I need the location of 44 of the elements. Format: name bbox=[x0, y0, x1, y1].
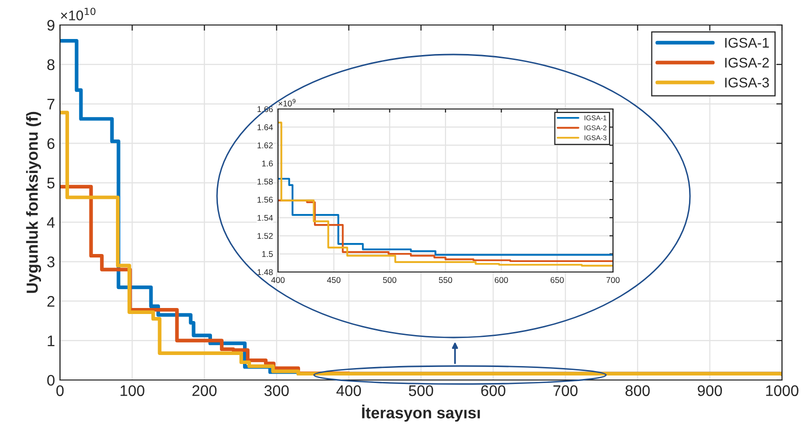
x-tick-label: 800 bbox=[626, 385, 650, 396]
y-tick-label: 9 bbox=[47, 20, 54, 31]
x-tick-label: 700 bbox=[606, 277, 620, 283]
y-axis-title: Uygunluk fonksiyonu (f) bbox=[26, 112, 42, 293]
y-tick-label: 0 bbox=[47, 374, 55, 386]
y-tick-label: 4 bbox=[46, 217, 55, 228]
y-tick-label: 1.56 bbox=[258, 196, 273, 203]
x-tick-label: 550 bbox=[438, 277, 452, 283]
y-tick-label: 1.54 bbox=[258, 214, 273, 221]
legend-label: IGSA-2 bbox=[725, 58, 769, 68]
x-tick-label: 600 bbox=[494, 277, 508, 283]
x-tick-label: 400 bbox=[336, 385, 361, 396]
x-tick-label: 500 bbox=[408, 385, 434, 396]
x-tick-label: 200 bbox=[192, 385, 217, 396]
y-tick-label: 8 bbox=[47, 59, 54, 70]
y-tick-label: 2 bbox=[47, 296, 54, 307]
y-tick-label: 6 bbox=[47, 138, 54, 150]
y-tick-label: 1.5 bbox=[262, 251, 273, 257]
x-tick-label: 700 bbox=[553, 385, 578, 396]
x-tick-label: 450 bbox=[327, 277, 340, 283]
y-tick-label: 7 bbox=[47, 98, 54, 110]
x-tick-label: 0 bbox=[56, 385, 64, 396]
x-tick-label: 650 bbox=[550, 277, 564, 283]
x-tick-label: 100 bbox=[120, 385, 144, 396]
x-tick-label: 400 bbox=[271, 277, 285, 283]
y-tick-label: 1.64 bbox=[258, 124, 273, 130]
x-tick-label: 1000 bbox=[766, 385, 798, 396]
annotation: ×10$^{9}$ bbox=[278, 98, 296, 106]
y-tick-label: 1.58 bbox=[258, 178, 273, 185]
x-axis-title: İterasyon sayısı bbox=[362, 404, 480, 422]
text: ×10$^{10}$ bbox=[60, 8, 96, 20]
legend-label: IGSA-1 bbox=[725, 38, 769, 48]
y-tick-label: 1 bbox=[48, 336, 54, 346]
y-tick-label: 5 bbox=[47, 178, 54, 188]
y-tick-label: 1.6 bbox=[262, 160, 273, 166]
y-tick-label: 1.52 bbox=[258, 232, 273, 239]
x-tick-label: 900 bbox=[698, 385, 722, 396]
y-tick-label: 1.62 bbox=[258, 142, 273, 148]
x-tick-label: 600 bbox=[481, 385, 506, 396]
y-tick-label: 1.48 bbox=[258, 269, 273, 276]
x-tick-label: 500 bbox=[383, 277, 396, 283]
y-tick-label: 3 bbox=[47, 256, 54, 268]
legend-label: IGSA-3 bbox=[725, 78, 769, 88]
x-tick-label: 300 bbox=[264, 385, 289, 396]
